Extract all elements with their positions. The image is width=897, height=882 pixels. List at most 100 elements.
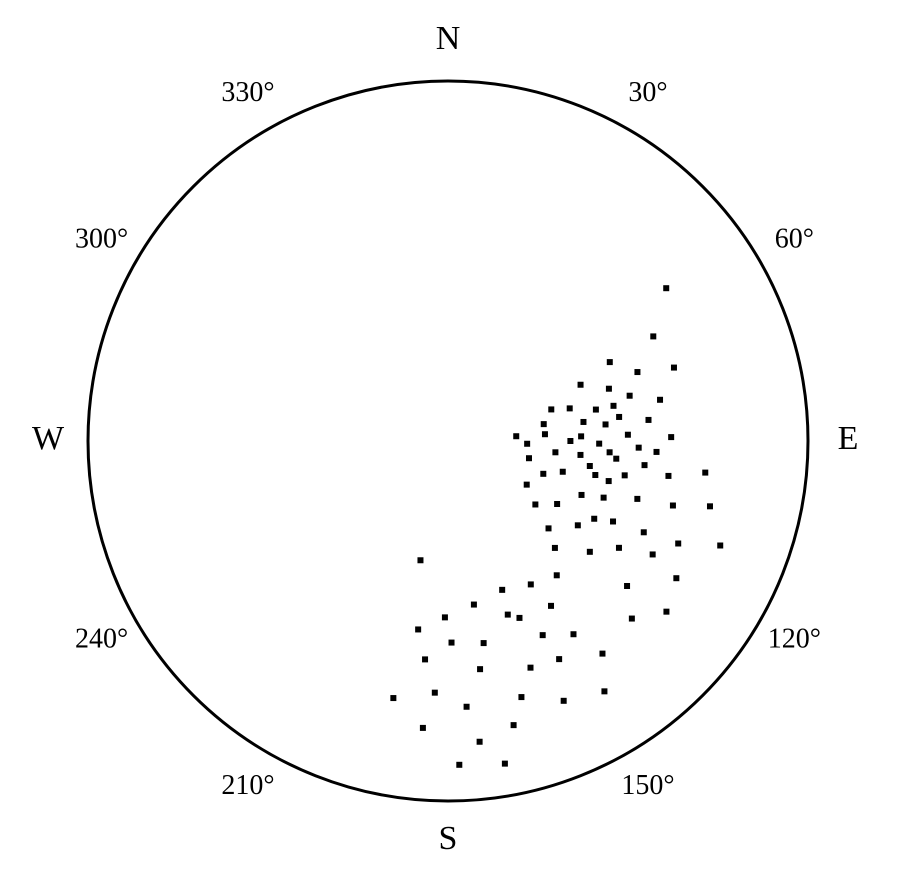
data-point bbox=[663, 609, 669, 615]
data-point bbox=[527, 665, 533, 671]
data-point bbox=[579, 492, 585, 498]
data-point bbox=[624, 583, 630, 589]
data-point bbox=[671, 365, 677, 371]
data-point bbox=[596, 441, 602, 447]
data-point bbox=[511, 722, 517, 728]
data-point bbox=[542, 431, 548, 437]
data-point bbox=[548, 603, 554, 609]
data-point bbox=[554, 501, 560, 507]
data-point bbox=[641, 529, 647, 535]
data-point bbox=[675, 540, 681, 546]
data-point bbox=[606, 478, 612, 484]
data-point bbox=[432, 690, 438, 696]
data-point bbox=[477, 739, 483, 745]
data-point bbox=[650, 333, 656, 339]
data-point bbox=[607, 449, 613, 455]
data-point bbox=[561, 698, 567, 704]
data-point bbox=[622, 472, 628, 478]
data-point bbox=[606, 386, 612, 392]
data-point bbox=[526, 455, 532, 461]
data-point bbox=[567, 438, 573, 444]
data-point bbox=[654, 449, 660, 455]
data-point bbox=[702, 470, 708, 476]
data-point bbox=[532, 501, 538, 507]
data-point bbox=[665, 473, 671, 479]
data-point bbox=[591, 516, 597, 522]
azimuth-tick-label: 300° bbox=[75, 223, 128, 254]
data-point bbox=[417, 557, 423, 563]
data-point bbox=[499, 587, 505, 593]
data-point bbox=[541, 421, 547, 427]
data-point bbox=[607, 359, 613, 365]
data-point bbox=[611, 403, 617, 409]
data-point bbox=[642, 462, 648, 468]
data-point bbox=[552, 449, 558, 455]
data-point bbox=[552, 545, 558, 551]
data-point bbox=[481, 640, 487, 646]
data-point bbox=[390, 695, 396, 701]
cardinal-label: S bbox=[439, 820, 458, 857]
data-point bbox=[650, 551, 656, 557]
stereonet-plot: 30°60°120°150°210°240°300°330°NESW bbox=[0, 0, 897, 882]
data-point bbox=[513, 433, 519, 439]
data-point bbox=[668, 434, 674, 440]
data-point bbox=[560, 469, 566, 475]
data-point bbox=[616, 414, 622, 420]
data-point bbox=[464, 704, 470, 710]
azimuth-tick-label: 240° bbox=[75, 623, 128, 654]
data-point bbox=[575, 522, 581, 528]
cardinal-label: W bbox=[32, 420, 65, 457]
data-point bbox=[528, 581, 534, 587]
azimuth-tick-label: 60° bbox=[775, 223, 814, 254]
data-point bbox=[587, 463, 593, 469]
data-point bbox=[707, 503, 713, 509]
data-point bbox=[593, 407, 599, 413]
data-point bbox=[548, 406, 554, 412]
data-point bbox=[477, 666, 483, 672]
data-point bbox=[634, 496, 640, 502]
data-point bbox=[599, 651, 605, 657]
data-point bbox=[601, 495, 607, 501]
data-point bbox=[634, 369, 640, 375]
data-point bbox=[540, 632, 546, 638]
data-point bbox=[616, 545, 622, 551]
azimuth-tick-label: 30° bbox=[628, 77, 667, 108]
data-point bbox=[601, 688, 607, 694]
data-point bbox=[556, 656, 562, 662]
data-point bbox=[540, 471, 546, 477]
data-point bbox=[577, 452, 583, 458]
data-point bbox=[415, 626, 421, 632]
data-point bbox=[456, 762, 462, 768]
data-point bbox=[670, 502, 676, 508]
data-point bbox=[578, 433, 584, 439]
data-point bbox=[524, 482, 530, 488]
data-point bbox=[603, 421, 609, 427]
data-point bbox=[645, 417, 651, 423]
data-point bbox=[610, 518, 616, 524]
data-point bbox=[449, 640, 455, 646]
data-point bbox=[663, 285, 669, 291]
data-point bbox=[625, 432, 631, 438]
data-point bbox=[516, 615, 522, 621]
data-point bbox=[627, 393, 633, 399]
data-point bbox=[471, 602, 477, 608]
stereonet-circle bbox=[88, 81, 808, 801]
data-point bbox=[420, 725, 426, 731]
data-point bbox=[442, 614, 448, 620]
data-point bbox=[657, 397, 663, 403]
data-point bbox=[570, 631, 576, 637]
cardinal-label: E bbox=[838, 420, 859, 457]
azimuth-tick-label: 330° bbox=[221, 77, 274, 108]
data-point bbox=[717, 543, 723, 549]
data-point bbox=[567, 405, 573, 411]
data-point bbox=[613, 456, 619, 462]
cardinal-label: N bbox=[436, 20, 461, 57]
data-point bbox=[524, 441, 530, 447]
data-point bbox=[518, 694, 524, 700]
data-point bbox=[636, 445, 642, 451]
data-point bbox=[673, 575, 679, 581]
data-point bbox=[505, 612, 511, 618]
data-point bbox=[502, 761, 508, 767]
data-point bbox=[546, 525, 552, 531]
data-point bbox=[422, 656, 428, 662]
